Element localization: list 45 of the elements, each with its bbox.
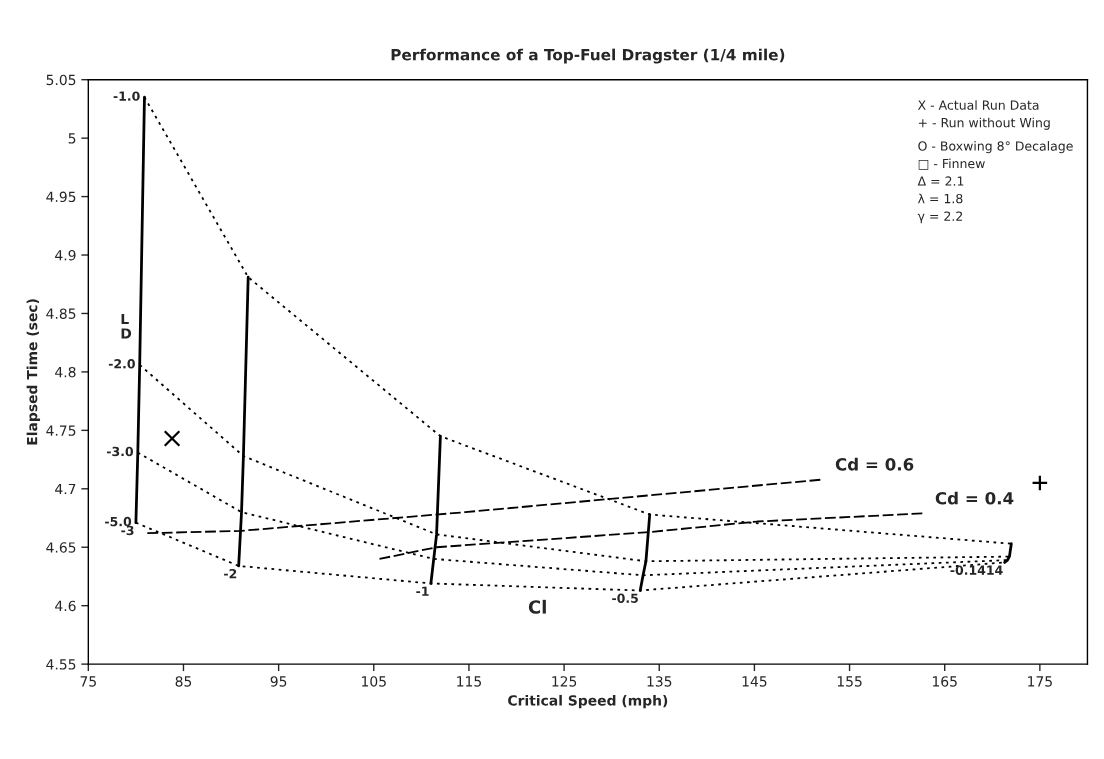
x-tick-label: 155 bbox=[837, 676, 862, 687]
x-tick-label: 85 bbox=[175, 676, 192, 687]
annotation: Cl bbox=[528, 599, 546, 614]
x-tick-label: 115 bbox=[457, 676, 481, 687]
series-label: -2 bbox=[224, 568, 237, 579]
annotation: + - Run without Wing bbox=[918, 117, 1050, 130]
y-tick-label: 4.85 bbox=[46, 308, 76, 319]
y-tick-label: 4.75 bbox=[46, 425, 76, 436]
y-tick-label: 4.7 bbox=[55, 483, 76, 495]
series-label: -2.0 bbox=[108, 359, 135, 369]
chart-title: Performance of a Top-Fuel Dragster (1/4 mile) bbox=[391, 48, 785, 64]
series-label: -0.5 bbox=[612, 593, 638, 603]
series-label: -0.1414 bbox=[950, 565, 1003, 575]
series-label: -1 bbox=[416, 586, 429, 596]
x-tick-label: 105 bbox=[362, 676, 386, 687]
series-label: -3.0 bbox=[106, 446, 134, 457]
y-tick-label: 4.55 bbox=[46, 659, 76, 670]
annotation: X - Actual Run Data bbox=[917, 100, 1039, 110]
y-tick-label: 5 bbox=[68, 133, 76, 144]
y-tick-label: 4.9 bbox=[55, 249, 76, 261]
x-tick-label: 165 bbox=[932, 676, 957, 687]
x-tick-label: 125 bbox=[552, 676, 577, 687]
series-label: -3 bbox=[121, 525, 134, 536]
x-tick-label: 135 bbox=[647, 676, 672, 687]
y-axis-title: Elapsed Time (sec) bbox=[26, 299, 41, 445]
annotation: L D bbox=[121, 313, 132, 339]
series-label: -1.0 bbox=[113, 91, 140, 101]
annotation: □ - Finnew bbox=[918, 158, 985, 170]
series-label: Cd = 0.6 bbox=[835, 457, 914, 471]
series-label: -5.0 bbox=[105, 516, 132, 527]
annotation: O - Boxwing 8° Decalage bbox=[918, 141, 1073, 154]
annotation: Δ = 2.1 bbox=[917, 176, 964, 186]
annotation: γ = 2.2 bbox=[917, 211, 963, 224]
y-tick-label: 4.95 bbox=[46, 191, 76, 203]
annotation: λ = 1.8 bbox=[917, 193, 963, 204]
x-tick-label: 75 bbox=[80, 676, 96, 687]
x-tick-label: 95 bbox=[270, 676, 287, 687]
x-axis-title: Critical Speed (mph) bbox=[508, 694, 668, 709]
y-tick-label: 4.8 bbox=[55, 366, 76, 378]
y-tick-label: 5.05 bbox=[46, 74, 76, 86]
x-tick-label: 145 bbox=[742, 676, 767, 687]
x-tick-label: 175 bbox=[1028, 676, 1052, 687]
y-tick-label: 4.6 bbox=[55, 600, 76, 612]
series-label: Cd = 0.4 bbox=[935, 491, 1014, 505]
y-tick-label: 4.65 bbox=[46, 542, 76, 553]
